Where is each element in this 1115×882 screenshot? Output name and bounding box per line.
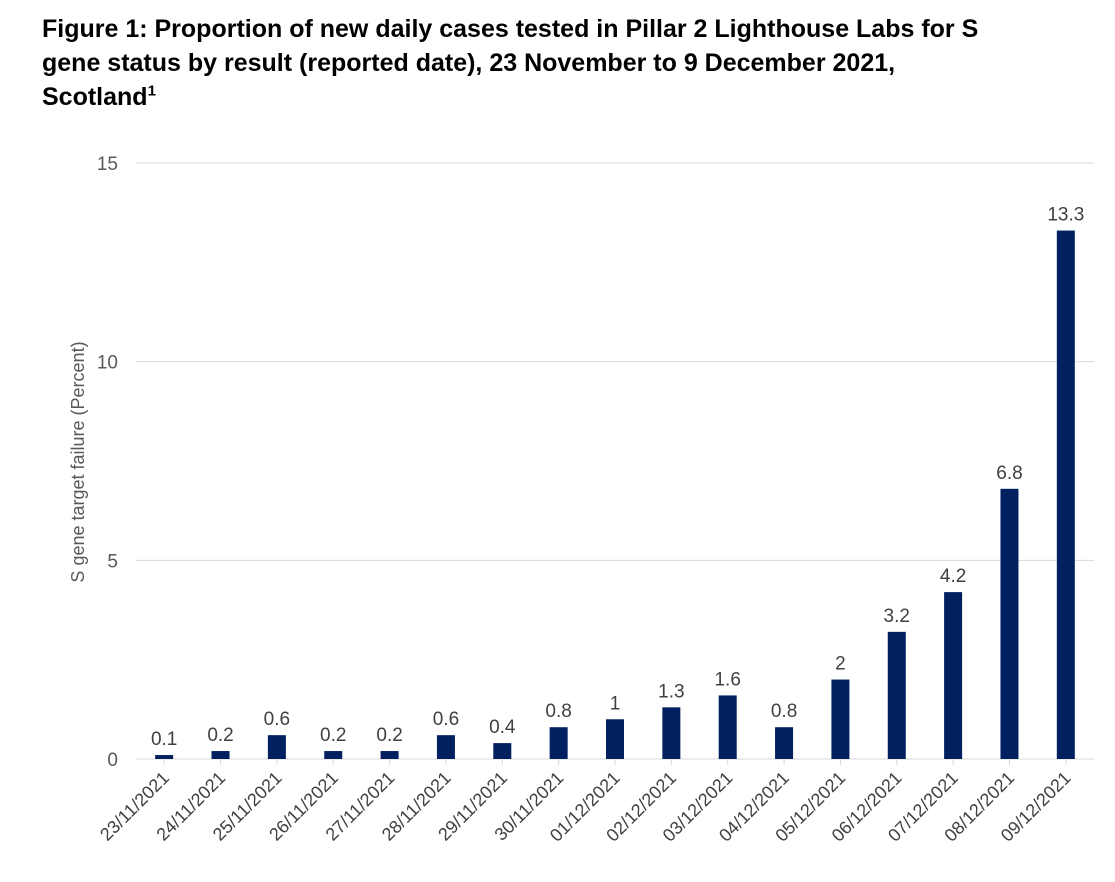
bar [211,751,230,759]
y-tick-label: 15 [97,154,118,175]
bar [831,679,850,759]
data-label: 1.6 [714,669,740,690]
data-labels: 0.1 0.2 0.6 0.2 0.2 0.6 0.4 0.8 1 1.3 1.6 0.8 2 3.2 4.… [151,205,1084,750]
title-footnote-marker: 1 [147,82,156,100]
bars [155,230,1075,760]
bar [1056,230,1075,760]
data-label: 1.3 [658,681,684,702]
data-label: 6.8 [996,463,1022,484]
bar [606,719,624,759]
data-label: 2 [835,654,846,675]
title-line-1: Figure 1: Proportion of new daily cases … [42,15,979,43]
bar [718,695,737,759]
y-tick-label: 0 [107,750,118,771]
data-label: 0.2 [207,725,233,746]
data-label: 0.8 [545,701,571,722]
bar [775,727,794,759]
bar [155,755,174,759]
y-axis-title: S gene target failure (Percent) [68,341,88,582]
x-axis-ticks: 23/11/202124/11/202125/11/202126/11/2021… [96,759,1075,846]
bar [887,631,906,759]
bar [493,743,512,759]
data-label: 0.4 [489,717,516,738]
bar [267,735,286,759]
data-label: 0.6 [433,709,459,730]
data-label: 0.2 [320,725,346,746]
data-label: 0.1 [151,729,177,750]
data-label: 0.6 [264,709,290,730]
y-tick-label: 5 [107,551,118,572]
bar [944,592,963,759]
data-label: 13.3 [1047,205,1084,226]
data-label: 3.2 [884,606,910,627]
title-line-2: gene status by result (reported date), 2… [42,49,896,77]
bar [662,707,681,759]
data-label: 0.2 [376,725,402,746]
y-axis-ticks: 0 5 10 15 [97,154,118,771]
title-line-3-text: Scotland [42,83,148,111]
bar [436,735,455,759]
bar [324,751,343,759]
bar [1000,488,1019,759]
title-line-3: Scotland1 [42,80,1112,114]
data-label: 4.2 [940,566,966,587]
bar [549,727,568,759]
y-tick-label: 10 [97,353,118,374]
bar [380,751,399,759]
data-label: 1 [610,693,621,714]
chart-title: Figure 1: Proportion of new daily cases … [42,12,1112,114]
data-label: 0.8 [771,701,797,722]
